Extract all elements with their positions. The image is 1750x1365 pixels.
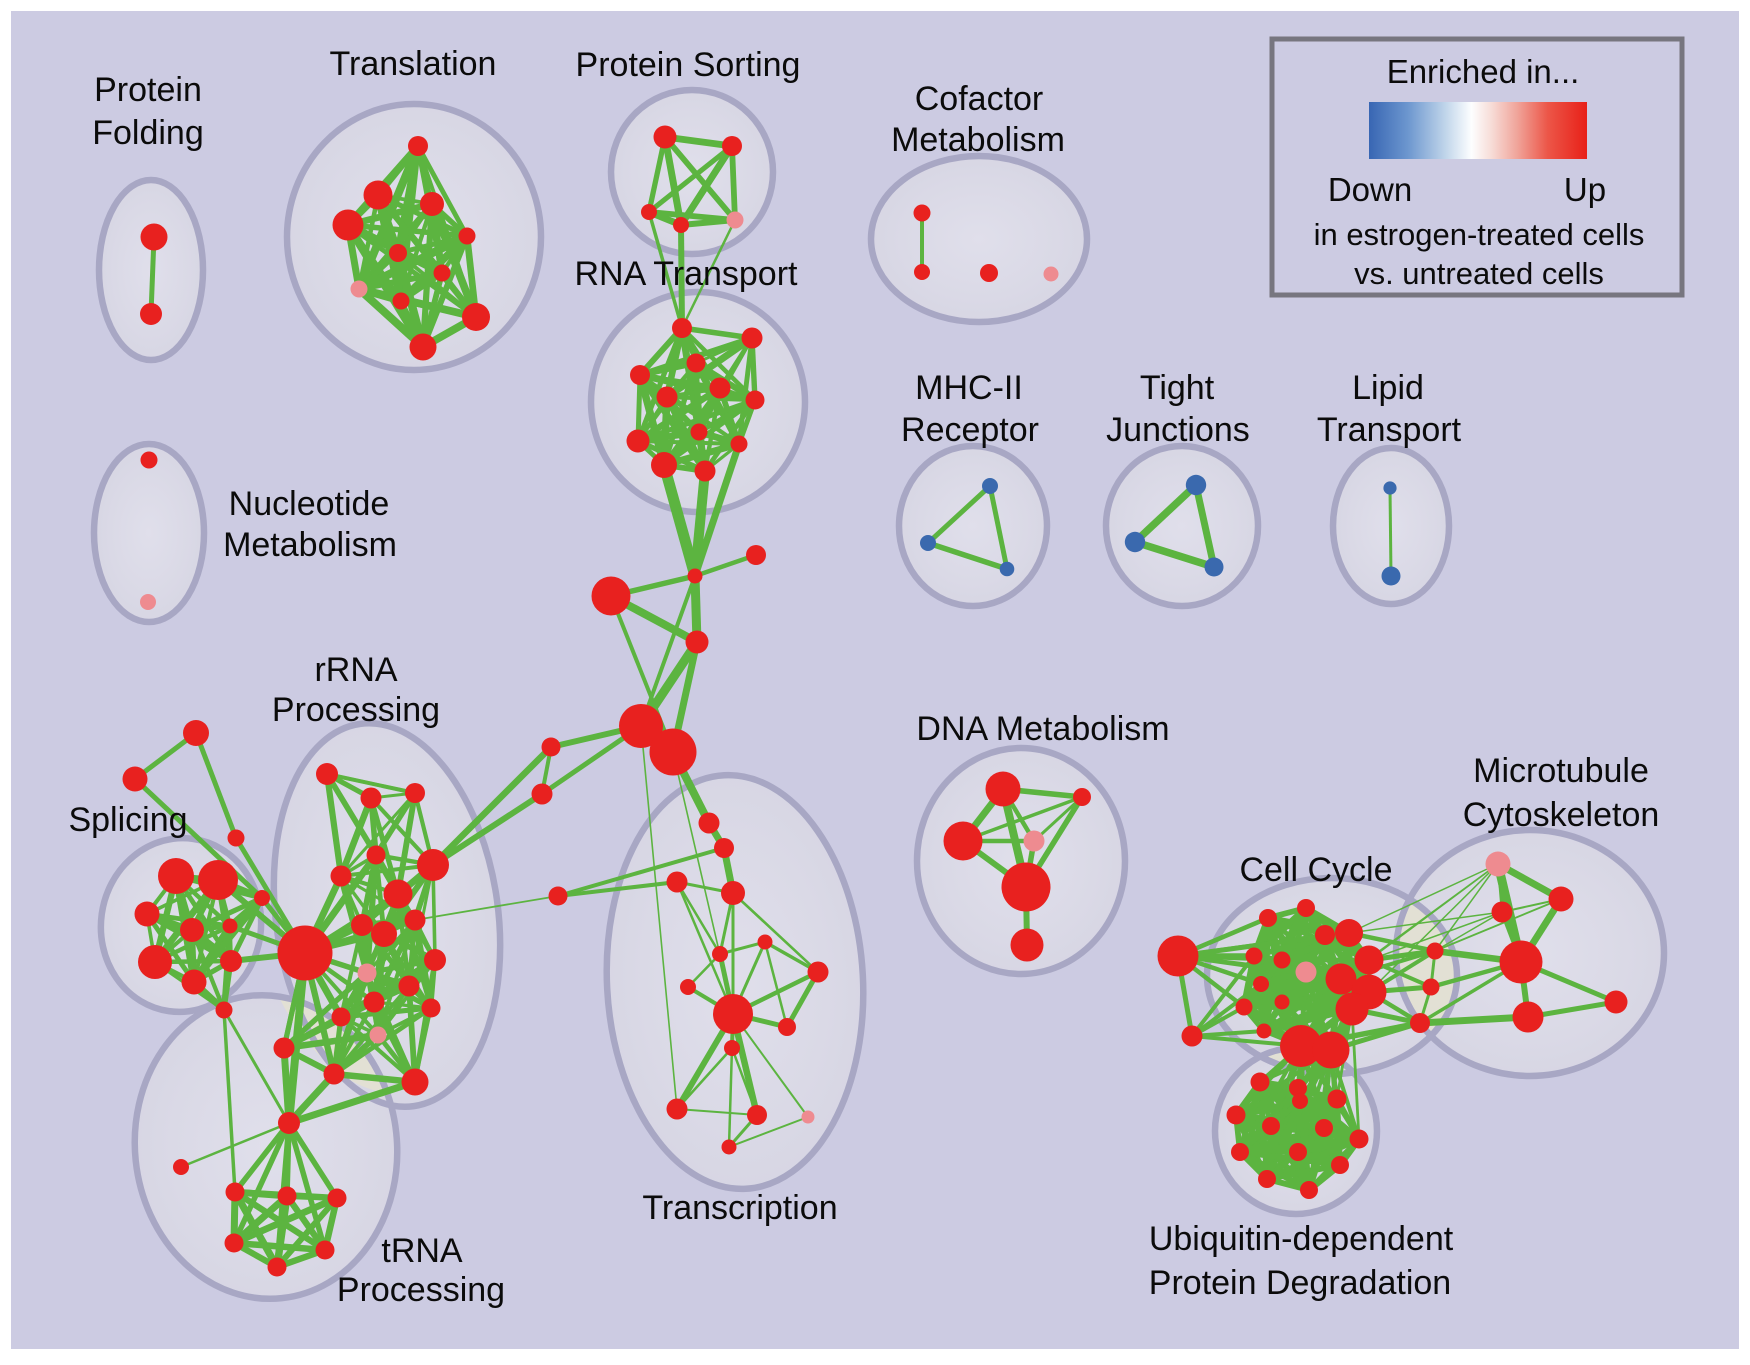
svg-text:Splicing: Splicing [68, 801, 187, 839]
svg-text:Folding: Folding [92, 114, 204, 152]
svg-text:Microtubule: Microtubule [1473, 752, 1649, 790]
svg-text:Lipid: Lipid [1352, 369, 1424, 407]
svg-text:Down: Down [1328, 171, 1412, 208]
svg-text:Metabolism: Metabolism [891, 121, 1065, 159]
svg-text:MHC-II: MHC-II [915, 369, 1023, 407]
svg-text:Enriched in...: Enriched in... [1387, 53, 1580, 90]
svg-text:Cytoskeleton: Cytoskeleton [1463, 796, 1660, 834]
svg-text:Protein: Protein [94, 71, 202, 109]
svg-text:Metabolism: Metabolism [223, 526, 397, 564]
svg-text:Cofactor: Cofactor [915, 80, 1044, 118]
svg-text:Transport: Transport [1317, 411, 1462, 449]
svg-text:Processing: Processing [272, 691, 440, 729]
svg-text:tRNA: tRNA [381, 1232, 463, 1270]
svg-text:in estrogen-treated cells: in estrogen-treated cells [1314, 217, 1645, 252]
svg-text:Tight: Tight [1140, 369, 1215, 407]
svg-text:Protein Degradation: Protein Degradation [1149, 1264, 1451, 1302]
svg-text:vs. untreated cells: vs. untreated cells [1354, 256, 1604, 291]
svg-text:Up: Up [1564, 171, 1606, 208]
svg-text:Junctions: Junctions [1106, 411, 1250, 449]
svg-text:Receptor: Receptor [901, 411, 1039, 449]
svg-text:DNA Metabolism: DNA Metabolism [916, 710, 1169, 748]
svg-text:RNA Transport: RNA Transport [575, 255, 799, 293]
svg-text:Transcription: Transcription [642, 1189, 837, 1227]
svg-text:rRNA: rRNA [314, 651, 397, 689]
svg-text:Nucleotide: Nucleotide [229, 485, 390, 523]
svg-text:Cell Cycle: Cell Cycle [1239, 851, 1392, 889]
svg-text:Protein Sorting: Protein Sorting [576, 46, 801, 84]
svg-text:Processing: Processing [337, 1271, 505, 1309]
svg-text:Translation: Translation [330, 45, 497, 83]
svg-text:Ubiquitin-dependent: Ubiquitin-dependent [1149, 1220, 1454, 1258]
